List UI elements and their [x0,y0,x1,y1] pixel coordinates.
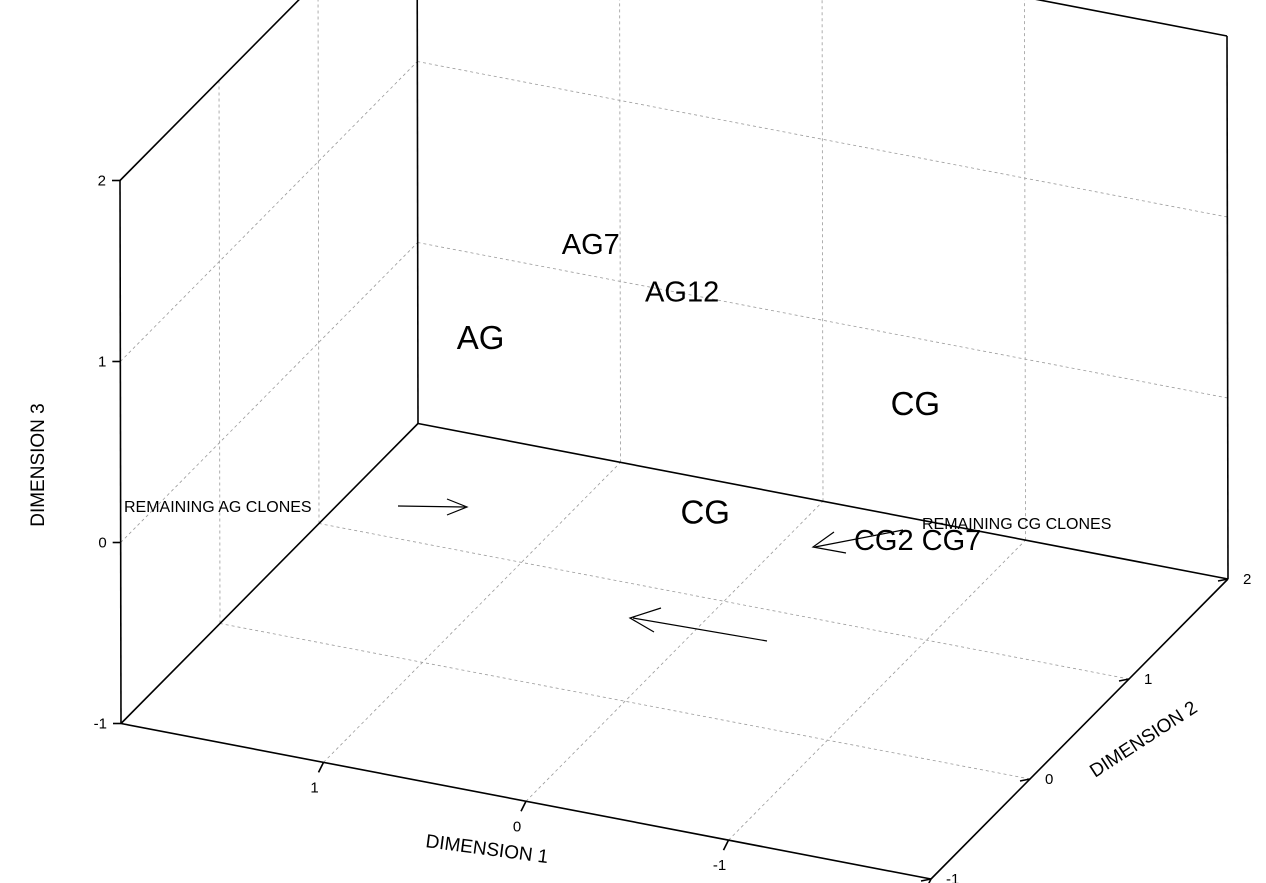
y-tick-label: 0 [1045,771,1053,788]
grid-line [821,0,824,502]
data-point-label: CG [680,493,730,530]
annotation-cg-arrowhead [811,531,847,554]
z-tick-label: -1 [94,716,107,733]
grid-line [619,0,621,463]
annotation-cg: REMAINING CG CLONES [811,516,1111,554]
annotation-cg-arrow [814,529,904,548]
data-point-label: CG [891,385,941,422]
y-tick-label: -1 [946,871,959,883]
annotation-ag-arrow [397,505,466,508]
grid-line [317,0,320,524]
y-tick-mark [1118,678,1130,682]
annotation-cg-text: REMAINING CG CLONES [922,516,1111,533]
axis-edge [119,0,300,182]
x-axis-label: DIMENSION 1 [424,831,549,868]
axis-edge [416,0,419,424]
grid-line [218,80,221,624]
x-tick-mark [317,762,325,773]
data-point-label: AG [457,319,505,356]
x-tick-mark [928,878,932,883]
x-tick-mark [722,839,730,851]
data-point-label: AG12 [645,276,719,308]
z-tick-label: 0 [98,535,106,552]
axis-edge [120,422,419,725]
annotation-ag: REMAINING AG CLONES [124,498,469,516]
axis-edge [930,578,1229,880]
axis-edge [1035,0,1228,37]
axes-frame [119,0,1229,880]
y-tick-label: 2 [1243,571,1251,588]
z-axis-label: DIMENSION 3 [28,403,49,527]
grid-line [525,500,824,802]
data-point-label: AG7 [562,229,620,261]
annotation-cg2-arrow [632,617,768,642]
z-tick-label: 1 [98,354,106,371]
x-tick-label: 0 [513,818,521,835]
grid-line [120,61,418,362]
annotation-ag-text: REMAINING AG CLONES [124,499,312,516]
grid-line [323,462,621,763]
y-axis-label: DIMENSION 2 [1086,697,1201,782]
grid-line [318,523,1130,680]
x-tick-mark [520,800,527,812]
y-tick-mark [1217,578,1229,582]
y-tick-mark [920,878,932,882]
grid-lines [120,0,1228,841]
data-point-label: CG2 CG7 [854,525,981,557]
x-tick-label: 1 [310,779,318,796]
z-tick-label: 2 [98,173,106,190]
data-points: AG7 AG12 AG CG CG CG2 CG7 [457,229,982,557]
annotation-cg2-arrowhead [628,607,662,633]
annotation-ag-arrowhead [446,498,469,516]
grid-line [1024,0,1026,541]
x-tick-label: -1 [713,857,726,874]
y-tick-mark [1019,778,1031,782]
axis-edge [1226,35,1229,580]
grid-line [120,242,418,543]
annotation-cg2 [628,607,768,642]
axis-edge [119,180,122,724]
y-tick-label: 1 [1144,671,1152,688]
axis-edge [417,422,1229,580]
grid-line [728,539,1026,841]
